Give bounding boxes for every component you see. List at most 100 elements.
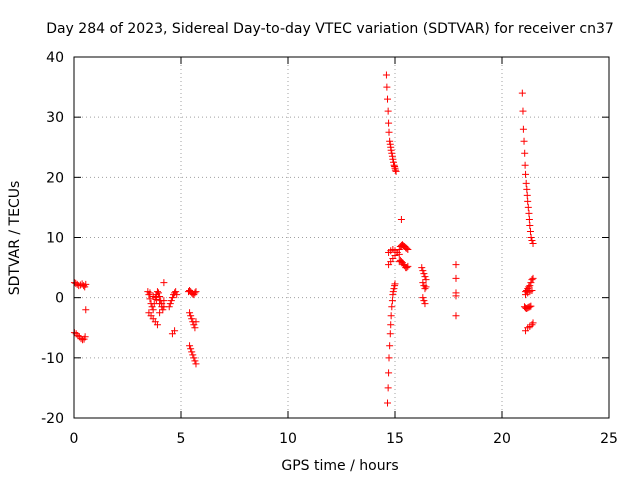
data-point <box>526 221 534 229</box>
data-point <box>395 250 403 258</box>
data-point <box>420 270 428 278</box>
data-point <box>186 342 194 350</box>
y-tick-label: -20 <box>41 411 64 427</box>
data-point <box>173 291 181 299</box>
data-point <box>187 345 195 353</box>
data-point <box>421 300 429 308</box>
data-points <box>70 71 537 407</box>
x-tick-label: 25 <box>600 431 618 447</box>
data-point <box>519 107 527 115</box>
data-point <box>419 294 427 302</box>
x-tick-label: 20 <box>493 431 511 447</box>
data-point <box>384 399 392 407</box>
data-point <box>521 161 529 169</box>
y-tick-label: -10 <box>41 351 64 367</box>
data-point <box>82 306 90 314</box>
data-point <box>390 158 398 166</box>
data-point <box>388 297 396 305</box>
data-point <box>388 303 396 311</box>
x-tick-label: 0 <box>70 431 79 447</box>
data-point <box>527 279 535 287</box>
data-point <box>528 286 536 294</box>
x-tick-label: 15 <box>386 431 404 447</box>
data-point <box>81 333 89 341</box>
data-point <box>421 285 429 293</box>
data-point <box>527 234 535 241</box>
data-point <box>149 306 157 314</box>
data-point <box>159 306 167 314</box>
data-point <box>422 276 430 284</box>
data-point <box>526 303 534 311</box>
data-point <box>160 279 168 287</box>
data-point <box>189 351 197 359</box>
y-tick-label: 20 <box>46 170 64 186</box>
data-point <box>82 280 90 288</box>
data-point <box>525 215 533 223</box>
data-point <box>171 327 179 335</box>
data-point <box>165 303 173 311</box>
data-point <box>77 335 85 343</box>
data-point <box>387 146 395 154</box>
data-point <box>387 321 395 329</box>
data-point <box>153 288 161 296</box>
data-point <box>418 264 426 272</box>
data-point <box>528 276 536 284</box>
data-point <box>404 246 412 254</box>
axis-ticks <box>73 56 610 419</box>
data-point <box>390 285 398 293</box>
data-point <box>397 215 405 223</box>
data-point <box>524 197 532 205</box>
data-point <box>419 267 427 275</box>
data-point <box>422 283 430 291</box>
grid-lines <box>74 57 609 418</box>
y-tick-label: 0 <box>55 291 64 307</box>
data-point <box>73 280 81 288</box>
data-point <box>452 312 460 320</box>
data-point <box>384 95 392 103</box>
chart-title: Day 284 of 2023, Sidereal Day-to-day VTE… <box>46 21 614 37</box>
data-point <box>146 289 154 297</box>
data-point <box>523 185 531 193</box>
x-tick-label: 5 <box>177 431 186 447</box>
data-point <box>153 321 161 329</box>
data-point <box>524 203 532 211</box>
data-point <box>385 119 393 127</box>
y-tick-label: 30 <box>46 110 64 126</box>
data-point <box>145 291 153 299</box>
data-point <box>419 279 427 287</box>
data-point <box>528 321 536 329</box>
y-tick-label: 10 <box>46 231 64 247</box>
data-point <box>520 137 528 145</box>
data-point <box>421 273 429 281</box>
data-point <box>386 342 394 350</box>
data-point <box>386 137 394 145</box>
data-point <box>389 155 397 163</box>
data-point <box>166 300 174 308</box>
data-point <box>382 71 390 79</box>
data-point <box>525 283 533 291</box>
data-point <box>403 244 411 252</box>
data-point <box>525 209 533 217</box>
data-point <box>403 264 411 272</box>
data-point <box>384 107 392 115</box>
data-point <box>192 288 200 296</box>
y-tick-labels: -20 -10 0 10 20 30 40 <box>41 50 64 427</box>
data-point <box>160 297 168 305</box>
y-axis-label: SDTVAR / TECUs <box>7 181 23 296</box>
data-point <box>190 354 198 362</box>
data-point <box>188 348 196 356</box>
x-tick-label: 10 <box>279 431 297 447</box>
data-point <box>420 297 428 305</box>
data-point <box>191 324 199 332</box>
data-point <box>186 309 194 317</box>
data-point <box>386 330 394 338</box>
data-point <box>452 261 460 269</box>
data-point <box>388 149 396 157</box>
data-point <box>518 89 526 97</box>
y-tick-label: 40 <box>46 50 64 66</box>
data-point <box>385 354 393 362</box>
data-point <box>387 312 395 320</box>
data-point <box>452 292 460 300</box>
